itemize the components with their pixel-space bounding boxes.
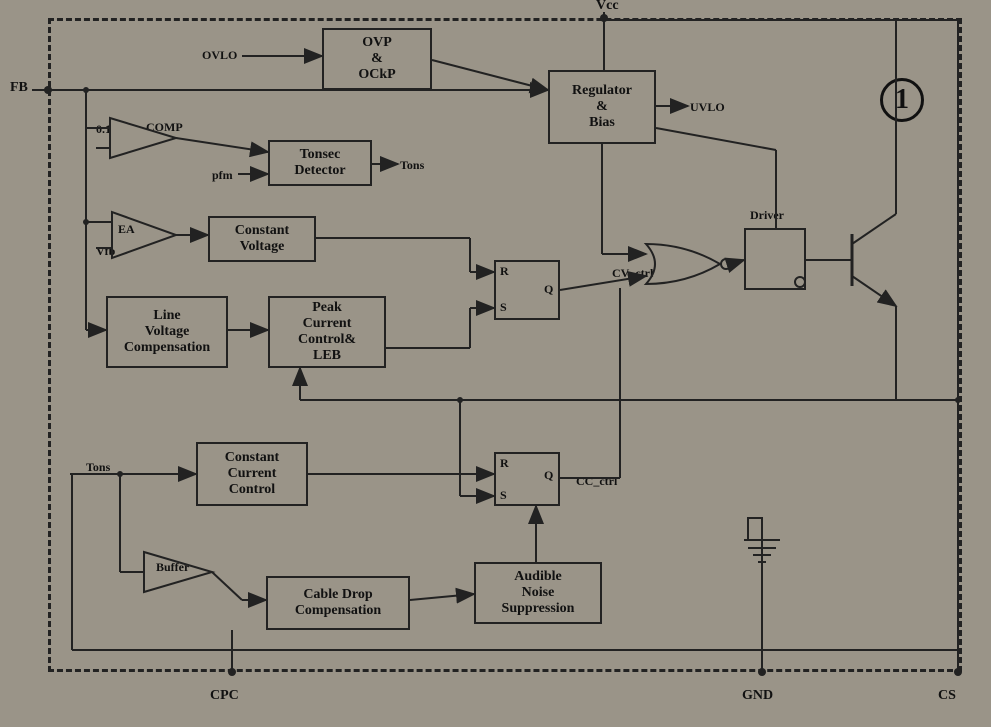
- pin-cs: CS: [938, 688, 956, 704]
- label-cv-ctrl: CV_ctrl: [612, 266, 653, 281]
- label-cc-ctrl: CC_ctrl: [576, 474, 617, 489]
- block-constant-current-control: ConstantCurrentControl: [196, 442, 308, 506]
- block-peak-current-control: PeakCurrentControl&LEB: [268, 296, 386, 368]
- label-buffer: Buffer: [156, 560, 189, 575]
- pin-fb: FB: [10, 80, 28, 96]
- block-constant-voltage: ConstantVoltage: [208, 216, 316, 262]
- label-vfb: Vfb: [96, 244, 115, 259]
- ff2-s: S: [500, 488, 507, 503]
- block-tonsec-text: TonsecDetector: [294, 147, 345, 179]
- diagram-canvas: 1 OVP&OCkP Regulator&Bias TonsecDetector…: [0, 0, 991, 727]
- label-ea: EA: [118, 222, 135, 237]
- label-tons-in: Tons: [86, 460, 110, 475]
- ff1-q: Q: [544, 282, 553, 297]
- block-ccc-text: ConstantCurrentControl: [225, 450, 279, 498]
- figure-marker-label: 1: [895, 84, 909, 116]
- ff2-q: Q: [544, 468, 553, 483]
- ff2-r: R: [500, 456, 509, 471]
- block-tonsec: TonsecDetector: [268, 140, 372, 186]
- block-cdc-text: Cable DropCompensation: [295, 587, 381, 619]
- block-driver: [744, 228, 806, 290]
- pin-vcc: Vcc: [596, 0, 619, 14]
- label-driver: Driver: [750, 208, 784, 223]
- block-audible-noise-supp: AudibleNoiseSuppression: [474, 562, 602, 624]
- block-regulator-text: Regulator&Bias: [572, 83, 632, 131]
- block-regulator: Regulator&Bias: [548, 70, 656, 144]
- block-ovp: OVP&OCkP: [322, 28, 432, 90]
- ff1-s: S: [500, 300, 507, 315]
- block-line-voltage-comp: LineVoltageCompensation: [106, 296, 228, 368]
- block-pcc-text: PeakCurrentControl&LEB: [298, 300, 356, 364]
- block-ovp-text: OVP&OCkP: [358, 35, 395, 83]
- ff1-r: R: [500, 264, 509, 279]
- label-pfm: pfm: [212, 168, 233, 183]
- block-ans-text: AudibleNoiseSuppression: [502, 569, 575, 617]
- pin-cpc: CPC: [210, 688, 239, 704]
- label-tons-out: Tons: [400, 158, 424, 173]
- label-ovlo-in: OVLO: [202, 48, 237, 63]
- block-cv-text: ConstantVoltage: [235, 223, 289, 255]
- pin-gnd: GND: [742, 688, 773, 704]
- block-cable-drop-comp: Cable DropCompensation: [266, 576, 410, 630]
- label-comp2: COMP: [146, 120, 183, 135]
- label-uvlo-out: UVLO: [690, 100, 725, 115]
- figure-marker: 1: [880, 78, 924, 122]
- block-lvc-text: LineVoltageCompensation: [124, 308, 210, 356]
- label-zero-one: 0.1: [96, 122, 111, 137]
